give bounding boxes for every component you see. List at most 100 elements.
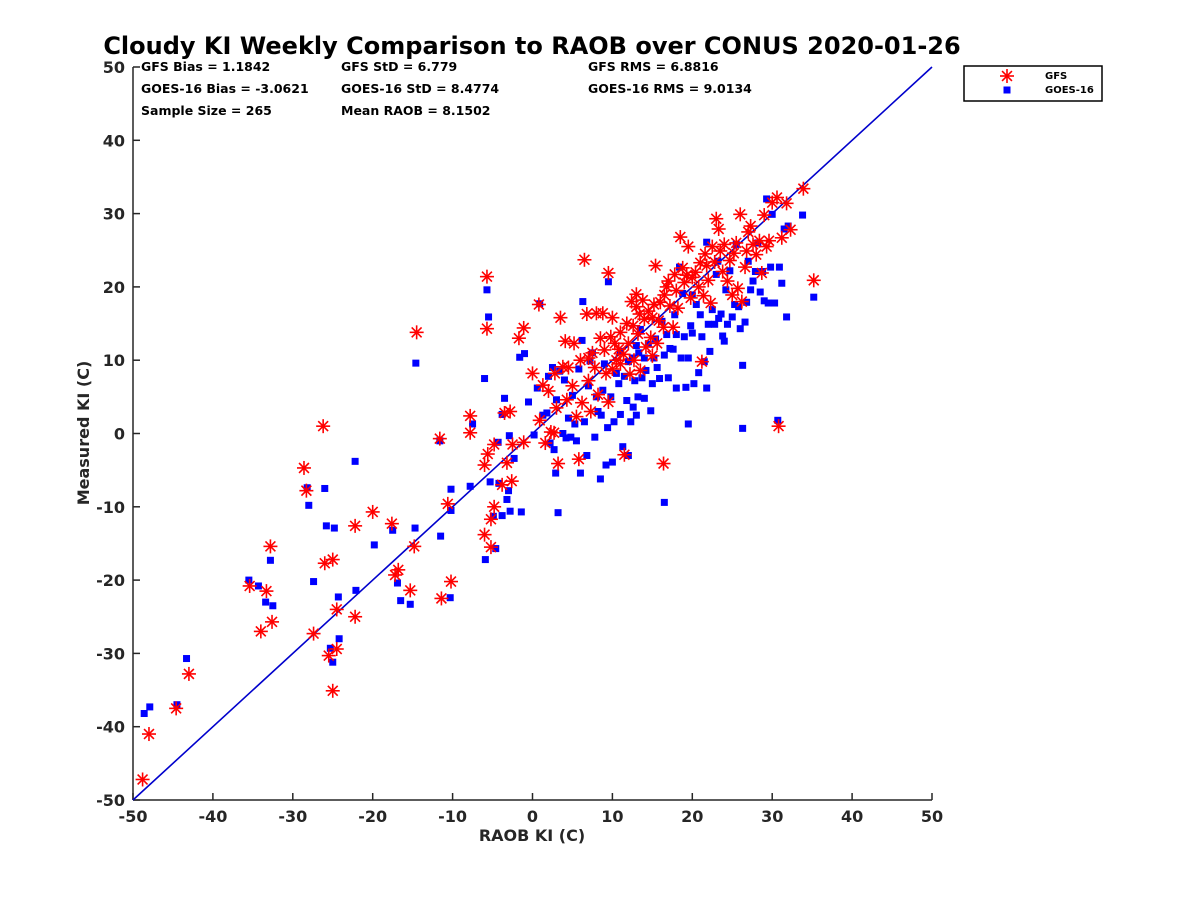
gfs-point <box>711 221 726 236</box>
goes16-point <box>576 469 584 477</box>
goes16-point <box>660 498 668 506</box>
goes16-point <box>506 507 514 515</box>
goes16-point <box>485 313 493 321</box>
goes16-point <box>516 353 524 361</box>
x-tick-label: 30 <box>761 807 783 826</box>
gfs-point <box>575 395 590 410</box>
gfs-point <box>480 447 495 462</box>
goes16-point <box>634 393 642 401</box>
goes16-point <box>688 291 696 299</box>
stat-goes-bias: GOES-16 Bias = -3.0621 <box>141 81 309 96</box>
legend-gfs-asterisk <box>1000 69 1014 83</box>
gfs-point <box>571 452 586 467</box>
goes16-point <box>629 403 637 411</box>
goes16-point <box>352 586 360 594</box>
gfs-point <box>444 574 459 589</box>
gfs-point <box>325 683 340 698</box>
goes16-point <box>447 485 455 493</box>
gfs-point <box>477 527 492 542</box>
goes16-point <box>254 582 262 590</box>
goes16-point <box>749 277 757 285</box>
gfs-point <box>670 301 685 316</box>
goes16-point <box>756 288 764 296</box>
x-tick-label: -10 <box>438 807 467 826</box>
gfs-point <box>532 413 547 428</box>
y-tick-label: -20 <box>96 571 125 590</box>
goes16-point <box>397 597 405 605</box>
goes16-point <box>735 303 743 311</box>
goes16-point <box>604 278 612 286</box>
goes16-point <box>682 383 690 391</box>
y-axis-label: Measured KI (C) <box>74 361 93 506</box>
goes16-point <box>751 268 759 276</box>
goes16-point <box>525 398 533 406</box>
gfs-point <box>181 666 196 681</box>
goes16-point <box>564 414 572 422</box>
gfs-point <box>762 233 777 248</box>
gfs-point <box>141 727 156 742</box>
goes16-point <box>517 508 525 516</box>
goes16-point <box>739 424 747 432</box>
y-tick-label: 30 <box>103 205 125 224</box>
goes16-point <box>684 354 692 362</box>
goes16-point <box>412 359 420 367</box>
goes16-point <box>552 396 560 404</box>
goes16-point <box>771 299 779 307</box>
gfs-point <box>316 419 331 434</box>
goes16-point <box>731 300 739 308</box>
gfs-point <box>749 247 764 262</box>
goes16-point <box>747 286 755 294</box>
gfs-point <box>483 512 498 527</box>
chart-title: Cloudy KI Weekly Comparison to RAOB over… <box>103 32 960 60</box>
stat-goes-std: GOES-16 StD = 8.4774 <box>341 81 499 96</box>
goes16-point <box>687 322 695 330</box>
goes16-point <box>597 411 605 419</box>
goes16-point <box>607 393 615 401</box>
legend-goes16-label: GOES-16 <box>1045 85 1094 96</box>
gfs-point <box>135 772 150 787</box>
gfs-point <box>650 336 665 351</box>
gfs-point <box>581 373 596 388</box>
legend-box <box>963 65 1103 102</box>
goes16-point <box>783 313 791 321</box>
y-tick-label: 10 <box>103 351 125 370</box>
goes16-point <box>533 384 541 392</box>
goes16-point <box>631 377 639 385</box>
goes16-point <box>660 351 668 359</box>
goes16-point <box>505 487 513 495</box>
x-tick-label: -20 <box>358 807 387 826</box>
gfs-point <box>391 562 406 577</box>
gfs-point <box>306 626 321 641</box>
goes16-point <box>696 311 704 319</box>
gfs-point <box>525 366 540 381</box>
x-axis-label: RAOB KI (C) <box>479 826 585 845</box>
goes16-point <box>322 522 330 530</box>
gfs-point <box>806 273 821 288</box>
goes16-point <box>602 461 610 469</box>
goes16-point <box>775 263 783 271</box>
goes16-point <box>698 333 706 341</box>
x-tick-label: 40 <box>841 807 863 826</box>
gfs-point <box>673 230 688 245</box>
goes16-point <box>544 372 552 380</box>
y-tick-label: -40 <box>96 718 125 737</box>
gfs-point <box>348 609 363 624</box>
gfs-point <box>547 425 562 440</box>
goes16-point <box>632 342 640 350</box>
goes16-point <box>505 432 513 440</box>
goes16-point <box>552 469 560 477</box>
y-tick-label: 0 <box>114 425 125 444</box>
goes16-point <box>648 380 656 388</box>
goes16-point <box>543 409 551 417</box>
gfs-point <box>259 584 274 599</box>
goes16-point <box>560 376 568 384</box>
goes16-point <box>567 433 575 441</box>
goes16-point <box>671 311 679 319</box>
gfs-point <box>601 265 616 280</box>
goes16-point <box>680 333 688 341</box>
gfs-point <box>783 222 798 237</box>
goes16-point <box>723 320 731 328</box>
goes16-point <box>550 446 558 454</box>
goes16-point <box>266 556 274 564</box>
gfs-point <box>707 254 722 269</box>
